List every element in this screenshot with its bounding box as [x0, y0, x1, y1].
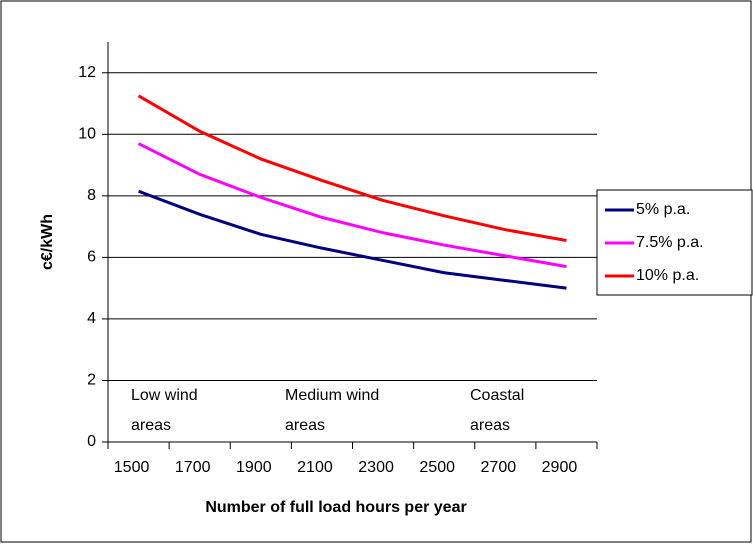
- x-tick-label: 1700: [175, 459, 211, 476]
- y-tick-label: 0: [87, 433, 96, 450]
- annotation: areas: [470, 417, 510, 434]
- x-tick-label: 2300: [358, 459, 394, 476]
- annotation: areas: [131, 417, 171, 434]
- y-tick-label: 2: [87, 372, 96, 389]
- x-tick-label: 2500: [419, 459, 455, 476]
- series-line: [137, 142, 567, 269]
- x-tick-label: 2100: [297, 459, 333, 476]
- annotation: Coastal: [470, 387, 524, 404]
- x-axis-label: Number of full load hours per year: [205, 499, 466, 516]
- x-tick-label: 1500: [114, 459, 150, 476]
- annotation: areas: [285, 417, 325, 434]
- y-tick-label: 6: [87, 249, 96, 266]
- series-line: [137, 94, 567, 242]
- x-tick-label: 2900: [542, 459, 578, 476]
- y-axis-label: c€/kWh: [39, 214, 56, 270]
- y-tick-label: 12: [78, 64, 96, 81]
- x-tick-label: 1900: [236, 459, 272, 476]
- x-tick-label: 2700: [481, 459, 517, 476]
- series-line: [138, 189, 567, 290]
- annotation: Low wind: [131, 387, 198, 404]
- annotation: Medium wind: [285, 387, 379, 404]
- legend-label: 10% p.a.: [636, 267, 699, 284]
- y-tick-label: 4: [87, 310, 96, 327]
- y-tick-label: 10: [78, 126, 96, 143]
- legend-label: 5% p.a.: [636, 201, 690, 218]
- legend-label: 7.5% p.a.: [636, 234, 704, 251]
- y-tick-label: 8: [87, 187, 96, 204]
